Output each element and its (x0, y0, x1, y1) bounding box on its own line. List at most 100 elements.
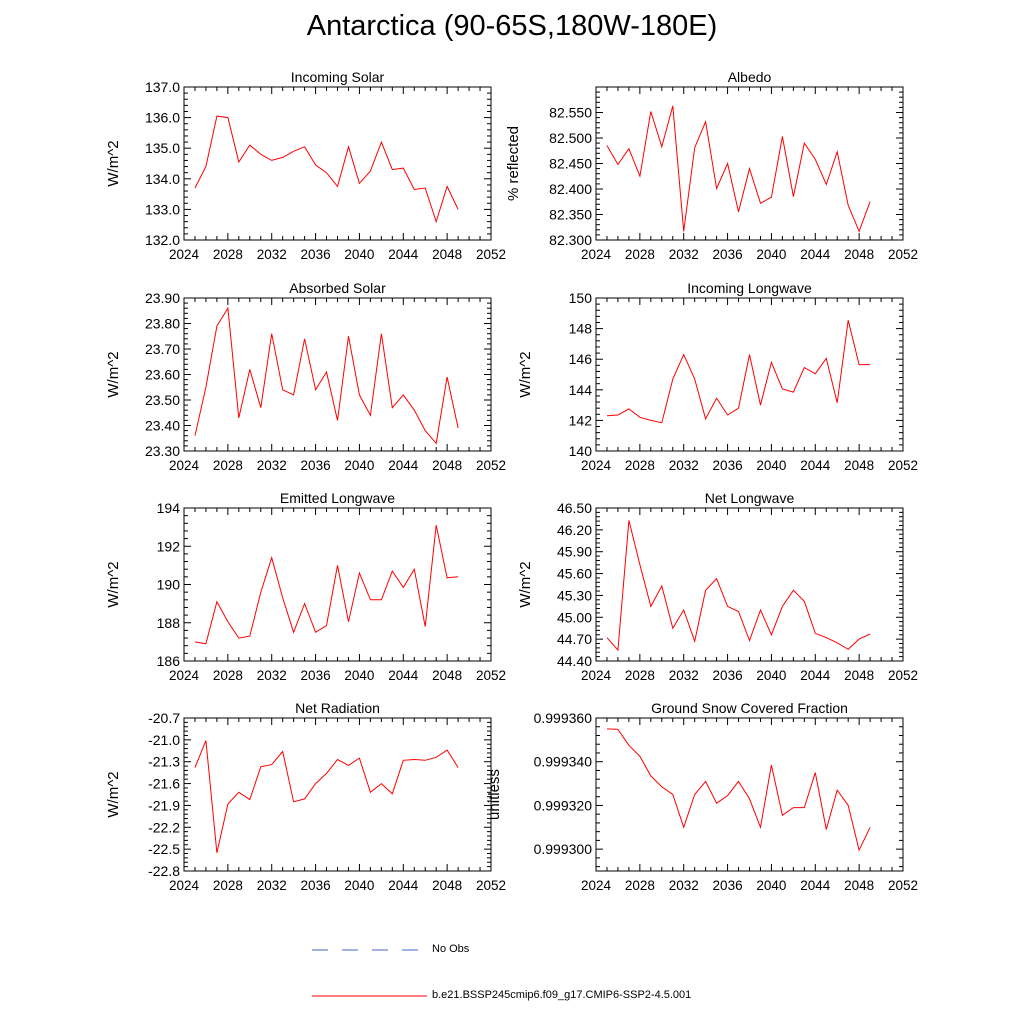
x-tick-label: 2036 (713, 458, 743, 473)
y-tick-label: 150 (569, 290, 593, 306)
y-tick-label: 82.350 (549, 207, 592, 223)
y-tick-label: 146 (569, 351, 593, 367)
x-tick-label: 2028 (213, 668, 243, 683)
y-tick-label: -21.0 (148, 732, 180, 748)
x-tick-label: 2028 (625, 247, 655, 262)
x-tick-label: 2036 (301, 668, 331, 683)
y-tick-label: 134.0 (145, 171, 180, 187)
x-tick-label: 2048 (432, 458, 462, 473)
panel-6: Net Radiation W/m^2 2024 2028 2032 2036 2040 20… (105, 700, 506, 893)
y-tick-label: -20.7 (148, 710, 180, 726)
x-tick-label: 2024 (581, 878, 612, 893)
panel-4: Emitted Longwave W/m^2 2024 2028 2032 2036 204… (105, 490, 506, 683)
panel-3: Incoming Longwave W/m^2 2024 2028 2032 2036 20… (517, 280, 918, 473)
x-tick-label: 2048 (432, 668, 462, 683)
y-tick-label: 82.550 (549, 105, 592, 121)
y-axis-label: W/m^2 (517, 561, 534, 607)
x-tick-label: 2044 (388, 458, 419, 473)
plot-frame (183, 507, 492, 662)
x-tick-label: 2052 (476, 247, 506, 262)
x-tick-label: 2052 (888, 458, 918, 473)
x-tick-label: 2036 (301, 878, 331, 893)
y-tick-label: 0.999340 (534, 754, 593, 770)
x-tick-label: 2036 (713, 668, 743, 683)
y-tick-label: 0.999300 (534, 841, 593, 857)
x-tick-label: 2032 (257, 247, 287, 262)
x-tick-label: 2044 (388, 878, 419, 893)
x-tick-label: 2028 (213, 458, 243, 473)
x-tick-label: 2044 (800, 458, 831, 473)
y-tick-label: -21.6 (148, 776, 180, 792)
x-tick-label: 2040 (756, 668, 786, 683)
x-tick-label: 2024 (581, 247, 612, 262)
x-tick-label: 2032 (669, 878, 699, 893)
panel-title: Net Radiation (295, 700, 380, 716)
panel-2: Absorbed Solar W/m^2 2024 2028 2032 2036 2040 2… (105, 280, 506, 473)
x-tick-label: 2024 (169, 878, 200, 893)
y-tick-label: 194 (157, 500, 181, 516)
y-tick-label: 132.0 (145, 232, 180, 248)
y-tick-label: 23.60 (145, 367, 180, 383)
y-tick-label: -21.3 (148, 754, 180, 770)
x-tick-label: 2044 (388, 247, 419, 262)
panel-5: Net Longwave W/m^2 2024 2028 2032 2036 2040 204… (517, 490, 918, 683)
panel-7: Ground Snow Covered Fraction unitless 2024… (486, 700, 918, 893)
y-tick-label: 0.999320 (534, 797, 593, 813)
x-tick-label: 2032 (257, 458, 287, 473)
panel-title: Albedo (728, 69, 772, 85)
x-tick-label: 2052 (888, 247, 918, 262)
y-tick-label: 192 (157, 538, 181, 554)
x-tick-label: 2024 (169, 668, 200, 683)
panel-title: Net Longwave (705, 490, 795, 506)
x-tick-label: 2024 (581, 668, 612, 683)
x-tick-label: 2048 (844, 668, 874, 683)
x-tick-label: 2052 (476, 458, 506, 473)
series-line (194, 115, 459, 224)
series-line (194, 525, 459, 645)
x-tick-label: 2052 (476, 668, 506, 683)
x-tick-label: 2044 (388, 668, 419, 683)
panel-0: Incoming Solar W/m^2 2024 2028 2032 2036 2040 2… (105, 69, 506, 262)
y-tick-label: 136.0 (145, 110, 180, 126)
y-tick-label: 82.300 (549, 232, 592, 248)
y-tick-label: 23.50 (145, 392, 180, 408)
y-axis-label: unitless (486, 769, 503, 820)
x-tick-label: 2028 (625, 458, 655, 473)
y-tick-label: 144 (569, 382, 593, 398)
x-tick-label: 2028 (213, 247, 243, 262)
x-tick-label: 2024 (581, 458, 612, 473)
y-tick-label: 44.40 (557, 653, 592, 669)
x-tick-label: 2052 (888, 878, 918, 893)
x-tick-label: 2036 (713, 878, 743, 893)
panel-title: Incoming Longwave (687, 280, 812, 296)
panel-title: Ground Snow Covered Fraction (651, 700, 848, 716)
series-line (606, 520, 871, 652)
x-tick-label: 2040 (756, 458, 786, 473)
plot-frame (595, 297, 904, 452)
x-tick-label: 2036 (713, 247, 743, 262)
y-tick-label: 23.30 (145, 443, 180, 459)
y-tick-label: 46.50 (557, 500, 592, 516)
x-tick-label: 2048 (844, 878, 874, 893)
y-tick-label: 82.400 (549, 181, 592, 197)
y-tick-label: 82.450 (549, 156, 592, 172)
x-tick-label: 2052 (888, 668, 918, 683)
x-tick-label: 2044 (800, 668, 831, 683)
y-tick-label: 23.40 (145, 418, 180, 434)
y-tick-label: 45.00 (557, 609, 592, 625)
panel-1: Albedo % reflected 2024 2028 2032 2036 2040 204… (505, 69, 918, 262)
y-tick-label: 0.999360 (534, 710, 593, 726)
y-axis-label: W/m^2 (105, 140, 122, 186)
y-tick-label: -21.9 (148, 797, 180, 813)
plot-frame (183, 86, 492, 241)
y-tick-label: 45.30 (557, 587, 592, 603)
panel-title: Incoming Solar (291, 69, 385, 85)
y-tick-label: 140 (569, 443, 593, 459)
series-line (606, 320, 871, 424)
series-line (194, 306, 459, 445)
y-tick-label: 133.0 (145, 201, 180, 217)
x-tick-label: 2040 (344, 247, 374, 262)
plot-frame (595, 717, 904, 872)
y-tick-label: 45.60 (557, 566, 592, 582)
y-tick-label: 148 (569, 321, 593, 337)
